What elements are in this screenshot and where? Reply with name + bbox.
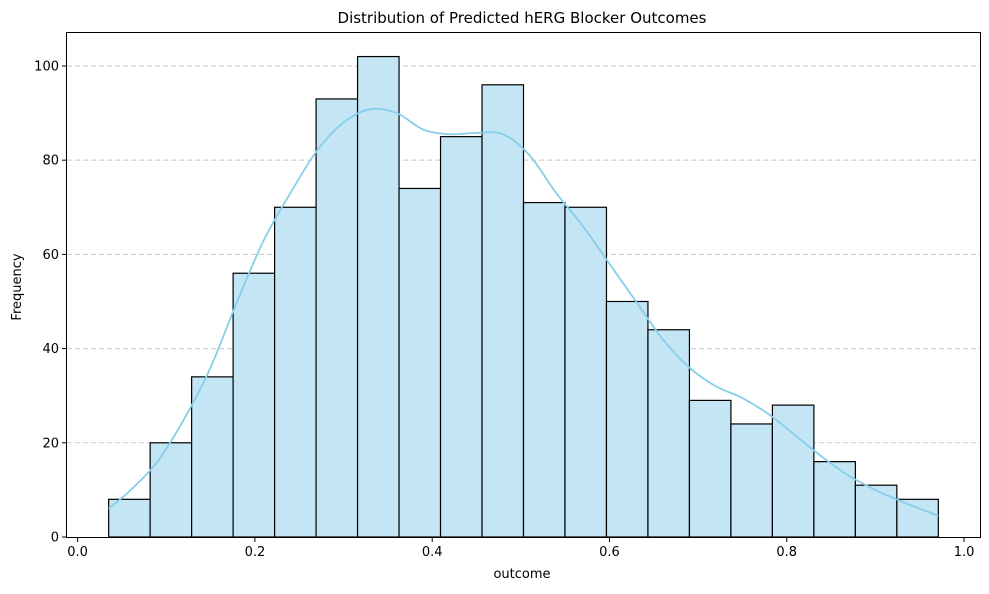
histogram-bar	[688, 399, 732, 538]
histogram-bar	[854, 484, 898, 538]
histogram-bar	[356, 55, 400, 538]
y-tick-label: 40	[42, 342, 59, 357]
x-tick-label: 1.0	[954, 545, 975, 560]
histogram-bar	[896, 498, 939, 538]
x-tick-label: 0.8	[776, 545, 797, 560]
histogram-bar	[108, 498, 151, 538]
y-tick-label: 60	[42, 248, 59, 263]
histogram-bar	[481, 84, 525, 538]
x-tick-label: 0.6	[599, 545, 620, 560]
x-tick-label: 0.2	[245, 545, 266, 560]
histogram-bar	[149, 442, 193, 538]
histogram-bar	[605, 300, 649, 538]
x-tick-label: 0.4	[422, 545, 443, 560]
histogram-bar	[771, 404, 815, 538]
y-ticks: 0 20 40 60 80 100	[34, 59, 67, 546]
x-tick-label: 0.0	[67, 545, 88, 560]
y-tick-label: 0	[51, 531, 59, 546]
y-axis-label: Frequency	[10, 253, 25, 320]
y-tick-label: 100	[34, 59, 59, 74]
x-axis-label: outcome	[493, 567, 550, 582]
histogram-bar	[522, 201, 566, 538]
histogram-bar	[730, 423, 774, 538]
histogram-bar	[813, 461, 856, 538]
kde-layer	[108, 107, 939, 517]
chart-title: Distribution of Predicted hERG Blocker O…	[338, 9, 707, 27]
histogram-bar	[191, 376, 234, 538]
histogram-bar	[315, 98, 359, 538]
y-tick-label: 20	[42, 436, 59, 451]
kde-curve	[108, 107, 939, 517]
histogram-bar	[398, 187, 442, 538]
histogram-bar	[273, 206, 317, 538]
x-ticks: 0.0 0.2 0.4 0.6 0.8 1.0	[67, 537, 974, 560]
histogram-bar	[647, 329, 691, 538]
bars-layer	[108, 55, 939, 538]
histogram-bar	[439, 136, 483, 538]
plot-frame	[66, 32, 981, 538]
histogram-bar	[232, 272, 276, 538]
y-tick-label: 80	[42, 154, 59, 169]
histogram-bar	[564, 206, 608, 538]
